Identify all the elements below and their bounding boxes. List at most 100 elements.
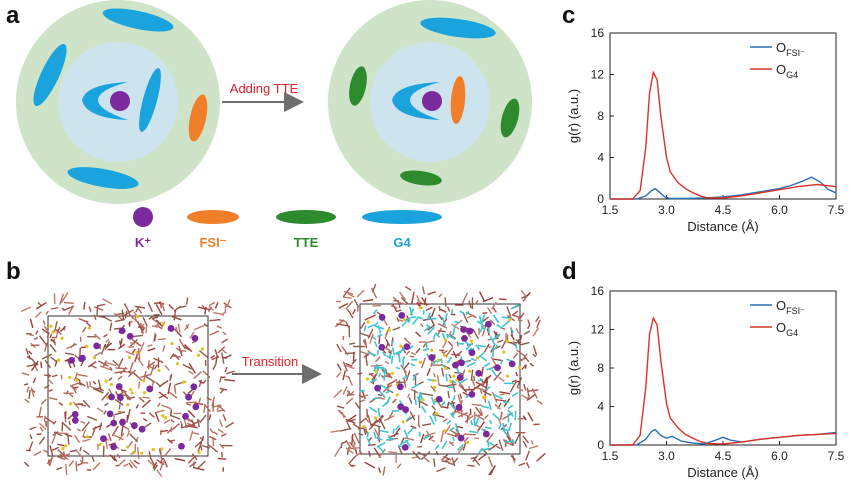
bond-stick (516, 377, 523, 387)
bond-stick (513, 341, 522, 344)
bond-stick (493, 371, 502, 381)
tte-stick (502, 428, 509, 437)
bond-stick (40, 361, 43, 369)
bond-stick (65, 352, 75, 356)
fsi-anion (450, 76, 466, 124)
bond-stick (351, 358, 357, 365)
bond-stick (53, 431, 63, 437)
bond-stick (451, 381, 456, 393)
sulfur-atom (448, 379, 453, 383)
bond-stick (194, 402, 204, 406)
solvation-shell-after (328, 0, 532, 204)
bond-stick (345, 321, 350, 328)
bond-stick (370, 287, 378, 299)
k-atom (190, 383, 198, 391)
bond-stick (357, 372, 363, 375)
bond-stick (93, 305, 104, 311)
x-tick-label: 1.5 (602, 203, 619, 217)
bond-stick (174, 353, 180, 361)
bond-stick (171, 423, 180, 431)
sulfur-atom (395, 393, 399, 397)
bond-stick (396, 317, 400, 323)
bond-stick (23, 461, 30, 467)
bond-stick (109, 322, 113, 331)
bond-stick (430, 360, 433, 368)
bond-stick (76, 428, 82, 432)
bond-stick (164, 364, 170, 371)
bond-stick (346, 390, 350, 397)
tte-stick (478, 315, 483, 325)
sulfur-atom (160, 447, 164, 451)
bond-stick (60, 374, 63, 380)
bond-stick (206, 396, 212, 401)
tte-stick (451, 379, 457, 384)
sulfur-atom (390, 371, 394, 376)
bond-stick (501, 340, 507, 349)
bond-stick (29, 434, 33, 440)
tte-stick (401, 355, 406, 362)
sulfur-atom (418, 305, 422, 310)
bond-stick (209, 330, 220, 336)
sulfur-atom (365, 377, 369, 381)
bond-stick (168, 303, 174, 310)
bond-stick (435, 450, 439, 456)
bond-stick (449, 429, 461, 437)
bond-stick (33, 450, 42, 456)
bond-stick (97, 379, 102, 391)
bond-stick (438, 314, 443, 321)
bond-stick (477, 453, 487, 461)
tte-molecule (349, 66, 367, 106)
tte-stick (492, 333, 501, 341)
k-atom (146, 385, 154, 393)
bond-stick (109, 454, 116, 462)
bond-stick (338, 302, 349, 309)
bond-stick (449, 333, 457, 340)
bond-stick (162, 457, 169, 468)
bond-stick (459, 393, 463, 400)
bond-stick (430, 385, 436, 392)
bond-stick (56, 326, 61, 333)
bond-stick (162, 345, 166, 352)
bond-stick (208, 435, 217, 441)
bond-stick (484, 414, 489, 419)
bond-stick (69, 382, 79, 387)
bond-stick (74, 434, 81, 444)
bond-stick (356, 289, 365, 298)
bond-stick (90, 364, 98, 369)
tte-stick (474, 417, 480, 427)
bond-stick (365, 428, 368, 434)
tte-stick (492, 314, 500, 324)
bond-stick (531, 388, 538, 399)
tte-stick (496, 324, 503, 329)
bond-stick (424, 432, 436, 437)
bond-stick (213, 431, 218, 436)
bond-stick (426, 368, 431, 376)
bond-stick (500, 412, 503, 418)
bond-stick (29, 318, 34, 329)
bond-stick (145, 324, 148, 334)
sulfur-atom (437, 358, 441, 362)
fsi-anion (188, 94, 208, 142)
tte-stick (477, 378, 484, 382)
bond-stick (221, 338, 229, 344)
bond-stick (479, 389, 483, 395)
bond-stick (218, 375, 223, 383)
bond-stick (406, 393, 411, 398)
tte-stick (444, 313, 448, 320)
bond-stick (169, 414, 181, 420)
bond-stick (167, 438, 173, 444)
bond-stick (432, 458, 436, 467)
bond-stick (136, 357, 144, 367)
bond-stick (199, 414, 207, 424)
bond-stick (49, 455, 54, 467)
sulfur-atom (142, 391, 147, 395)
bond-stick (417, 445, 423, 448)
tte-stick (440, 400, 446, 407)
k-atom (435, 395, 443, 403)
tte-stick (465, 311, 470, 316)
bond-stick (456, 341, 459, 347)
bond-stick (408, 397, 413, 404)
bond-stick (473, 375, 476, 382)
tte-stick (469, 430, 479, 434)
bond-stick (345, 397, 354, 405)
